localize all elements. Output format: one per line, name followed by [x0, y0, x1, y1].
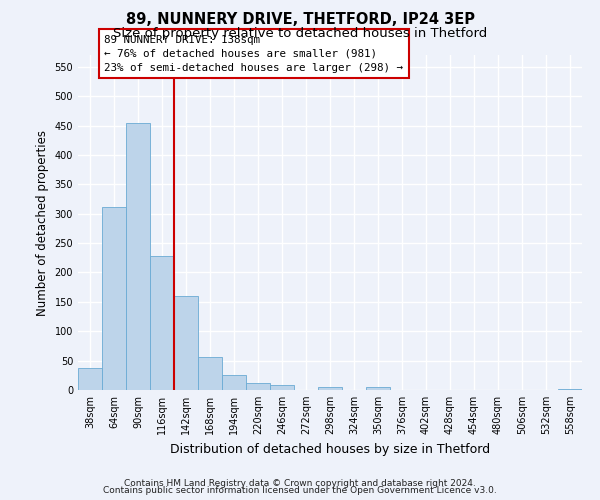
Bar — [270, 386, 294, 390]
Y-axis label: Number of detached properties: Number of detached properties — [36, 130, 49, 316]
Bar — [366, 387, 390, 390]
Bar — [150, 256, 174, 390]
Bar — [174, 296, 198, 390]
Bar — [78, 368, 102, 390]
X-axis label: Distribution of detached houses by size in Thetford: Distribution of detached houses by size … — [170, 442, 490, 456]
Bar — [558, 389, 582, 390]
Text: Contains HM Land Registry data © Crown copyright and database right 2024.: Contains HM Land Registry data © Crown c… — [124, 478, 476, 488]
Text: 89 NUNNERY DRIVE: 138sqm
← 76% of detached houses are smaller (981)
23% of semi-: 89 NUNNERY DRIVE: 138sqm ← 76% of detach… — [104, 34, 403, 72]
Text: Contains public sector information licensed under the Open Government Licence v3: Contains public sector information licen… — [103, 486, 497, 495]
Bar — [222, 376, 246, 390]
Bar — [198, 356, 222, 390]
Bar — [246, 383, 270, 390]
Text: 89, NUNNERY DRIVE, THETFORD, IP24 3EP: 89, NUNNERY DRIVE, THETFORD, IP24 3EP — [125, 12, 475, 28]
Bar — [102, 207, 126, 390]
Bar — [126, 122, 150, 390]
Text: Size of property relative to detached houses in Thetford: Size of property relative to detached ho… — [113, 28, 487, 40]
Bar — [318, 387, 342, 390]
